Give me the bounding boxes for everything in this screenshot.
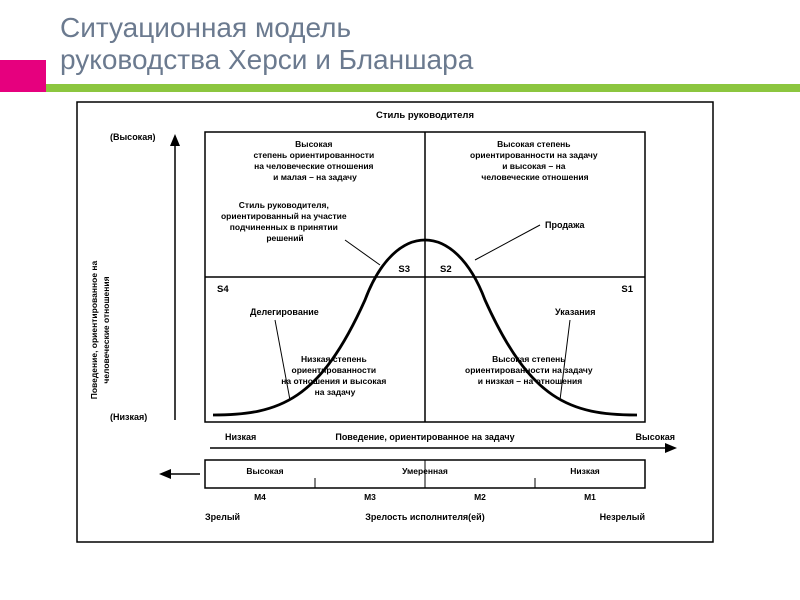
mat-arrow-head bbox=[159, 469, 171, 479]
m4: M4 bbox=[254, 492, 266, 502]
top-label: Стиль руководителя bbox=[376, 110, 474, 121]
slide-title: Ситуационная модель руководства Херси и … bbox=[60, 12, 473, 76]
x-arrow-head bbox=[665, 443, 677, 453]
outer-border bbox=[77, 102, 713, 542]
maturity-axis-label: Зрелость исполнителя(ей) bbox=[365, 512, 484, 522]
title-line-1: Ситуационная модель bbox=[60, 12, 351, 43]
leader-sell bbox=[475, 225, 540, 260]
immature-label: Незрелый bbox=[600, 512, 645, 522]
mat-low: Низкая bbox=[570, 466, 600, 476]
mature-label: Зрелый bbox=[205, 512, 240, 522]
label-s3: S3 bbox=[398, 264, 410, 275]
slide: Ситуационная модель руководства Херси и … bbox=[0, 0, 800, 600]
m1: M1 bbox=[584, 492, 596, 502]
delegate-label: Делегирование bbox=[250, 307, 319, 317]
label-s1: S1 bbox=[621, 284, 633, 295]
m3: M3 bbox=[364, 492, 376, 502]
diagram: Стиль руководителя S3 S2 S4 S1 Высокая с… bbox=[75, 100, 715, 570]
y-arrow-head bbox=[170, 134, 180, 146]
sell-label: Продажа bbox=[545, 220, 586, 230]
accent-bar bbox=[0, 84, 800, 92]
x-high: Высокая bbox=[636, 432, 675, 442]
m2: M2 bbox=[474, 492, 486, 502]
mat-high: Высокая bbox=[246, 466, 283, 476]
y-low: (Низкая) bbox=[110, 412, 147, 422]
y-axis-label-1: Поведение, ориентированное на bbox=[89, 260, 99, 399]
q4-text: Высокая степень ориентированности на зад… bbox=[465, 354, 595, 386]
leader-delegate bbox=[275, 320, 290, 400]
x-low: Низкая bbox=[225, 432, 256, 442]
accent-magenta-top bbox=[0, 60, 46, 84]
title-line-2: руководства Херси и Бланшара bbox=[60, 44, 473, 75]
x-axis-label: Поведение, ориентированное на задачу bbox=[335, 432, 514, 442]
participation-label: Стиль руководителя, ориентированный на у… bbox=[221, 200, 349, 243]
y-axis-label-2: человеческие отношения bbox=[101, 276, 111, 383]
label-s2: S2 bbox=[440, 264, 452, 275]
label-s4: S4 bbox=[217, 284, 229, 295]
mat-mod: Умеренная bbox=[402, 466, 448, 476]
q1-text: Высокая степень ориентированности на зад… bbox=[470, 139, 600, 182]
q2-text: Высокая степень ориентированности на чел… bbox=[253, 139, 376, 182]
y-high: (Высокая) bbox=[110, 132, 155, 142]
q3-text: Низкая степень ориентированности на отно… bbox=[281, 354, 389, 397]
diagram-svg: Стиль руководителя S3 S2 S4 S1 Высокая с… bbox=[75, 100, 715, 570]
accent-magenta bbox=[0, 84, 46, 92]
leader-participation bbox=[345, 240, 380, 265]
tell-label: Указания bbox=[555, 307, 595, 317]
accent-green bbox=[46, 84, 800, 92]
